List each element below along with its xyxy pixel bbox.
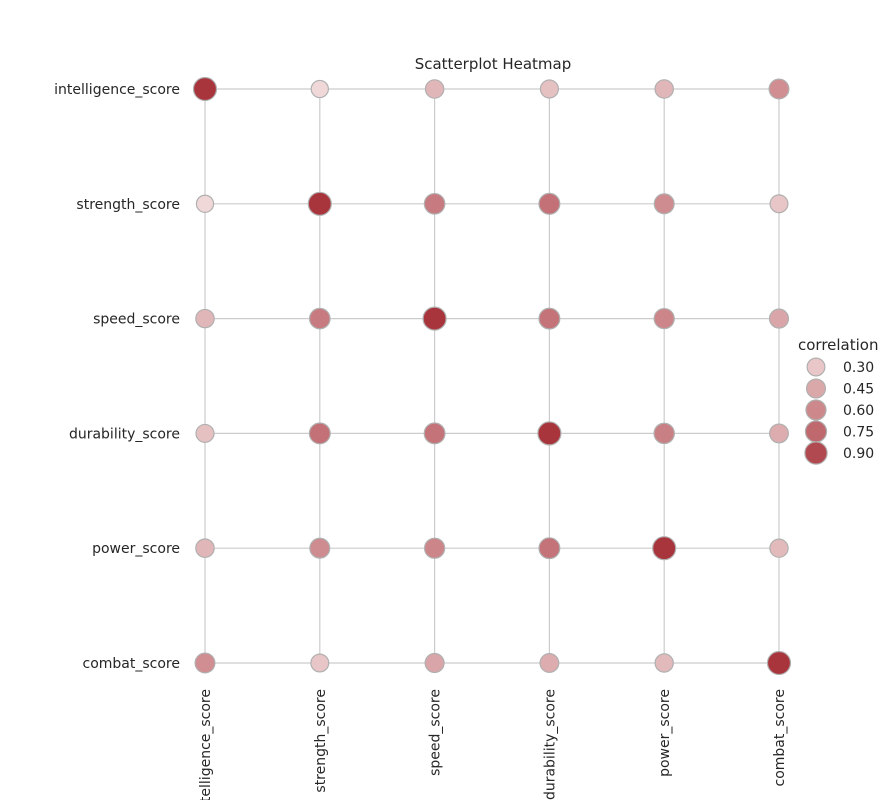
dot-power_score-combat_score [769,538,789,558]
dot-intelligence_score-combat_score [768,78,790,100]
y-tick-label-durability_score: durability_score [69,426,180,442]
x-tick-label-power_score: power_score [657,689,673,777]
legend-items: 0.30 0.45 0.60 0.75 0.90 [804,357,874,465]
dot-power_score-speed_score [423,537,446,559]
x-tick-label-durability_score: durability_score [542,689,558,800]
dot-strength_score-durability_score [538,192,561,215]
legend-label: 0.75 [843,425,874,441]
dot-strength_score-intelligence_score [195,194,215,213]
legend-marker [805,399,827,421]
dot-strength_score-combat_score [769,194,789,214]
x-tick-label-combat_score: combat_score [772,689,788,786]
y-tick-labels: intelligence_score strength_score speed_sc… [54,82,180,672]
x-tick-label-intelligence_score: intelligence_score [198,689,214,800]
dot-durability_score-durability_score [537,421,562,446]
legend: correlation 0.30 0.45 0.60 0.75 0.90 [798,336,879,465]
dot-speed_score-power_score [653,307,675,330]
dot-durability_score-strength_score [308,422,331,445]
y-tick-label-strength_score: strength_score [76,197,180,213]
x-tick-labels: intelligence_score strength_score speed_sc… [198,689,788,800]
dot-combat_score-speed_score [424,652,445,674]
dot-combat_score-durability_score [539,653,560,673]
grid-lines [204,88,780,664]
dot-durability_score-combat_score [769,423,789,444]
legend-label: 0.90 [843,446,874,462]
dot-strength_score-strength_score [307,191,332,216]
y-tick-label-intelligence_score: intelligence_score [54,82,180,98]
y-tick-label-combat_score: combat_score [83,656,180,672]
dot-intelligence_score-durability_score [539,79,559,99]
dot-strength_score-power_score [653,193,675,215]
dot-speed_score-combat_score [768,308,790,329]
legend-label: 0.45 [843,382,874,398]
dot-intelligence_score-intelligence_score [192,76,218,102]
dot-durability_score-power_score [653,422,675,445]
x-tick-label-strength_score: strength_score [313,689,329,793]
dot-speed_score-durability_score [538,307,561,330]
dot-durability_score-intelligence_score [195,423,215,443]
legend-title: correlation [798,336,879,354]
dot-speed_score-speed_score [422,306,447,331]
correlation-dots [192,76,792,676]
dot-power_score-intelligence_score [195,538,215,558]
y-tick-label-power_score: power_score [92,541,180,557]
legend-marker [806,357,826,377]
legend-label: 0.60 [843,403,874,419]
dot-speed_score-intelligence_score [195,308,215,329]
legend-marker [805,378,827,399]
y-tick-label-speed_score: speed_score [93,312,180,328]
dot-combat_score-combat_score [766,650,792,676]
dot-speed_score-strength_score [308,307,331,330]
dot-intelligence_score-strength_score [310,79,329,99]
dot-strength_score-speed_score [423,192,446,215]
legend-marker [804,420,828,443]
dot-power_score-durability_score [538,537,561,560]
dot-combat_score-strength_score [310,653,330,673]
dot-combat_score-intelligence_score [194,652,216,674]
legend-label: 0.30 [843,360,874,376]
x-tick-label-speed_score: speed_score [428,689,444,776]
legend-marker [804,441,828,465]
dot-durability_score-speed_score [423,422,446,445]
dot-power_score-strength_score [309,537,331,559]
dot-combat_score-power_score [654,653,674,673]
chart-title: Scatterplot Heatmap [415,55,572,73]
dot-intelligence_score-speed_score [424,79,445,99]
dot-power_score-power_score [652,536,677,561]
dot-intelligence_score-power_score [654,79,674,99]
